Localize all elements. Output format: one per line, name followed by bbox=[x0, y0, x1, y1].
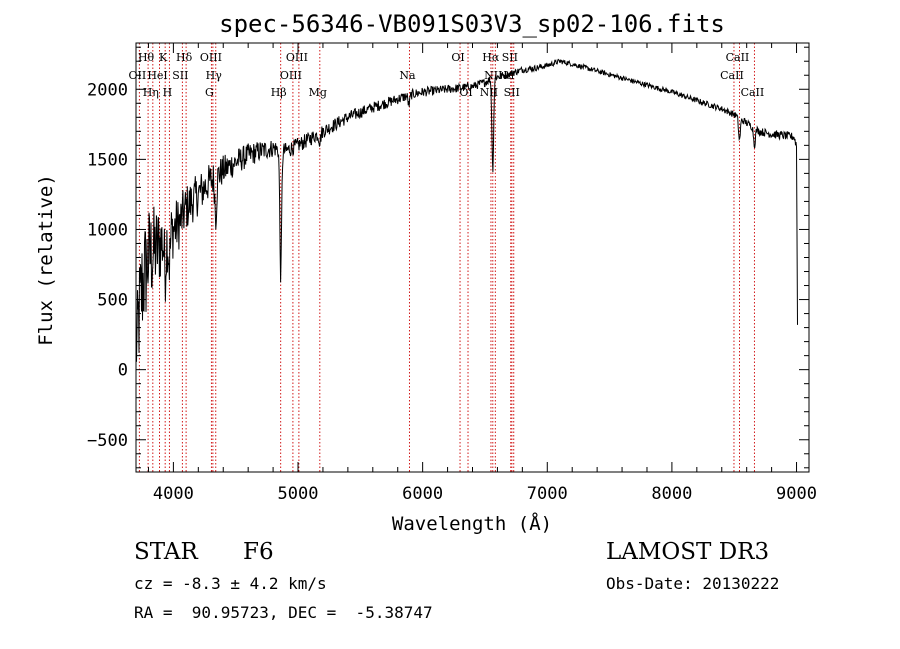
reference-line-label: SII bbox=[504, 86, 520, 99]
reference-line-label: G bbox=[205, 86, 214, 99]
reference-line-label: OIII bbox=[280, 69, 302, 82]
reference-line-label: Hθ bbox=[138, 51, 155, 64]
reference-line-label: CaII bbox=[720, 69, 744, 82]
reference-line-label: SII bbox=[502, 51, 518, 64]
reference-line-label: SII bbox=[172, 69, 188, 82]
reference-line-label: CaII bbox=[741, 86, 765, 99]
reference-line-label: K bbox=[159, 51, 168, 64]
reference-lines bbox=[138, 43, 755, 472]
reference-line-label: Mg bbox=[309, 86, 327, 99]
y-tick-label: 1000 bbox=[87, 220, 128, 240]
reference-line-label: Hβ bbox=[271, 86, 287, 99]
obs-date-text: Obs-Date: 20130222 bbox=[606, 574, 780, 593]
chart-title: spec-56346-VB091S03V3_sp02-106.fits bbox=[219, 10, 725, 38]
x-tick-label: 6000 bbox=[402, 484, 443, 504]
reference-line-label: Hγ bbox=[206, 69, 223, 82]
x-axis-label: Wavelength (Å) bbox=[392, 512, 552, 535]
coordinates-text: RA = 90.95723, DEC = -5.38747 bbox=[134, 603, 433, 622]
reference-line-label: OIII bbox=[200, 51, 222, 64]
reference-line-label: NII bbox=[480, 86, 498, 99]
axis-ticks: 4000 5000 6000 7000 8000 9000 −500 0 500 1000 1500… bbox=[87, 43, 817, 504]
x-tick-label: 7000 bbox=[527, 484, 568, 504]
reference-line-label: CaII bbox=[726, 51, 750, 64]
object-subclass: F6 bbox=[243, 539, 274, 565]
reference-line-label: Hα bbox=[482, 51, 500, 64]
plot-frame bbox=[135, 42, 810, 473]
x-tick-label: 9000 bbox=[776, 484, 817, 504]
x-tick-label: 8000 bbox=[651, 484, 692, 504]
survey-name: LAMOST DR3 bbox=[606, 539, 770, 565]
y-tick-label: 0 bbox=[118, 361, 128, 381]
spectrum-line bbox=[135, 58, 798, 362]
y-tick-label: 2000 bbox=[87, 80, 128, 100]
x-tick-label: 4000 bbox=[153, 484, 194, 504]
reference-line-label: Hδ bbox=[176, 51, 193, 64]
reference-line-label: OIII bbox=[286, 51, 308, 64]
reference-line-label: Na bbox=[399, 69, 416, 82]
y-axis-label: Flux (relative) bbox=[35, 174, 57, 346]
y-tick-label: 500 bbox=[97, 291, 128, 311]
reference-line-label: Hη bbox=[143, 86, 159, 99]
y-tick-label: −500 bbox=[87, 431, 128, 451]
reference-line-label: H bbox=[163, 86, 173, 99]
x-tick-label: 5000 bbox=[278, 484, 319, 504]
plot-axes bbox=[135, 42, 810, 473]
reference-line-label: HeI bbox=[147, 69, 167, 82]
reference-line-label: OI bbox=[451, 51, 464, 64]
redshift-text: cz = -8.3 ± 4.2 km/s bbox=[134, 574, 327, 593]
object-class: STAR bbox=[134, 539, 198, 565]
reference-line-label: NII bbox=[484, 69, 502, 82]
y-tick-label: 1500 bbox=[87, 150, 128, 170]
